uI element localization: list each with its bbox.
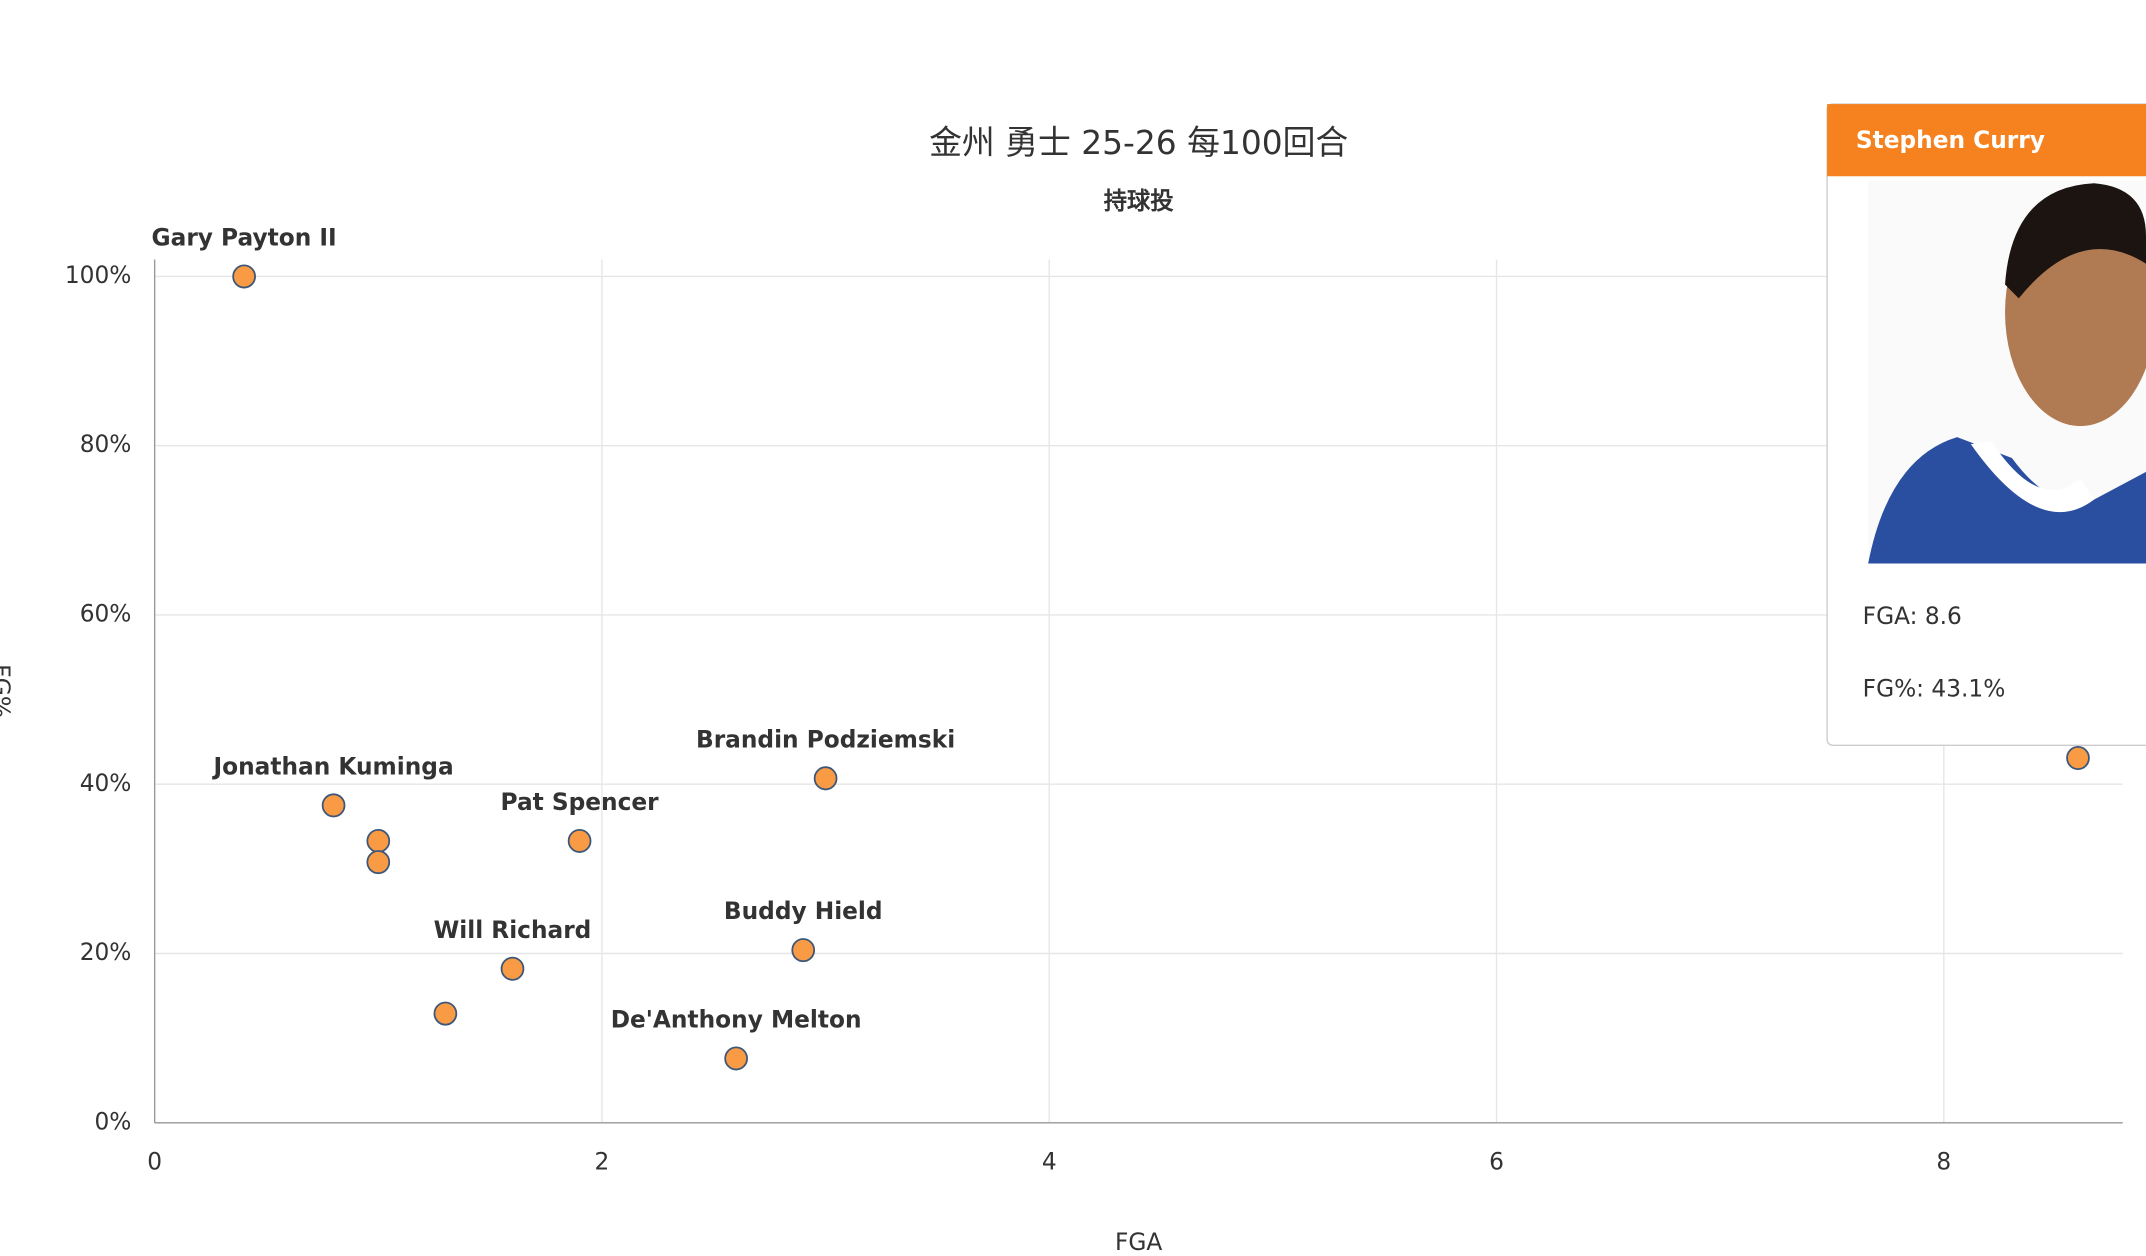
point bbox=[433, 1001, 458, 1026]
point bbox=[813, 766, 838, 791]
y-tick-label: 100% bbox=[65, 261, 132, 289]
data-label: Pat Spencer bbox=[501, 788, 660, 816]
point bbox=[232, 264, 256, 289]
x-axis-label: FGA bbox=[1115, 1228, 1162, 1256]
tooltip-line: FG%: 43.1% bbox=[1863, 674, 2006, 702]
y-axis-label: FG% bbox=[0, 664, 15, 718]
x-tick-label: 6 bbox=[1489, 1147, 1504, 1175]
tooltip-line: FGA: 8.6 bbox=[1863, 602, 1962, 630]
x-tick-label: 4 bbox=[1042, 1147, 1057, 1175]
tooltip: Stephen Curry FGA: 8.6 FG%: 43.1% bbox=[1826, 103, 2146, 746]
data-label: Gary Payton II bbox=[152, 223, 337, 251]
y-tick-label: 60% bbox=[80, 599, 132, 627]
jersey-collar bbox=[1970, 441, 2094, 513]
y-tick-label: 0% bbox=[94, 1107, 131, 1135]
point bbox=[366, 828, 391, 853]
hair bbox=[2005, 183, 2146, 299]
tooltip-header bbox=[1827, 104, 2146, 177]
point bbox=[724, 1046, 748, 1071]
jersey bbox=[1868, 437, 2146, 564]
x-tick-label: 0 bbox=[147, 1147, 162, 1175]
y-tick-label: 20% bbox=[80, 938, 132, 966]
data-label: Jonathan Kuminga bbox=[211, 752, 453, 780]
point bbox=[366, 850, 391, 875]
data-label: Buddy Hield bbox=[724, 897, 883, 925]
point bbox=[791, 938, 816, 963]
player-photo bbox=[1868, 180, 2146, 564]
data-label: De'Anthony Melton bbox=[611, 1005, 862, 1033]
x-tick-label: 8 bbox=[1936, 1147, 1951, 1175]
tooltip-title: Stephen Curry bbox=[1856, 126, 2045, 154]
point bbox=[500, 956, 525, 981]
data-label: Will Richard bbox=[434, 916, 592, 944]
x-tick-label: 2 bbox=[595, 1147, 610, 1175]
point bbox=[567, 828, 592, 853]
point bbox=[321, 793, 346, 818]
plot-area: 0% 20% 40% 60% 80% 100% 0 2 4 6 8 Gary Payton II Jon… bbox=[65, 223, 2123, 1176]
data-label: Brandin Podziemski bbox=[696, 725, 955, 753]
y-tick-label: 80% bbox=[80, 430, 132, 458]
point bbox=[2066, 746, 2090, 771]
chart-subtitle: 持球投 bbox=[1104, 187, 1174, 215]
chart-title: 金州 勇士 25-26 每100回合 bbox=[929, 123, 1348, 162]
y-tick-label: 40% bbox=[80, 769, 132, 797]
